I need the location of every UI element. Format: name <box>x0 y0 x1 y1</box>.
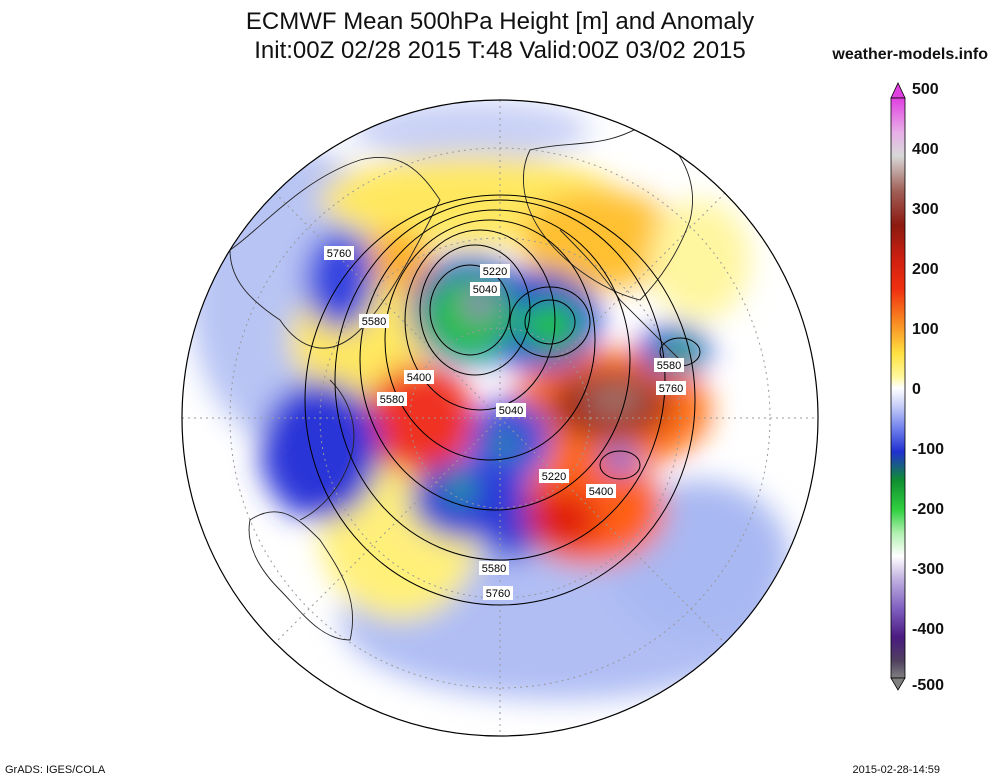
colorbar-ticks: 500 400 300 200 100 0 -100 -200 -300 -40… <box>912 81 944 694</box>
contour-label: 5580 <box>377 392 407 406</box>
svg-text:5760: 5760 <box>327 248 351 260</box>
brand-label: weather-models.info <box>832 46 988 63</box>
colorbar-tick: 500 <box>912 81 939 98</box>
contour-label: 5400 <box>586 484 616 498</box>
contour-labels: 5760 5580 5220 5040 5400 5580 5040 5580 … <box>324 246 686 600</box>
colorbar-tick: 400 <box>912 141 939 158</box>
footer-timestamp: 2015-02-28-14:59 <box>852 764 940 776</box>
colorbar-tick: -400 <box>912 621 944 638</box>
colorbar-bottom-arrow <box>890 677 906 691</box>
contour-label: 5400 <box>404 370 434 384</box>
contour-label: 5220 <box>480 264 510 278</box>
colorbar-tick: -100 <box>912 441 944 458</box>
contour-label: 5580 <box>479 561 509 575</box>
svg-text:5400: 5400 <box>589 486 613 498</box>
svg-text:5040: 5040 <box>499 405 523 417</box>
footer-credit: GrADS: IGES/COLA <box>5 764 106 776</box>
colorbar-tick: 0 <box>912 381 921 398</box>
polar-map: 5760 5580 5220 5040 5400 5580 5040 5580 … <box>181 99 819 737</box>
map-boundary <box>181 99 819 737</box>
svg-text:5580: 5580 <box>362 316 386 328</box>
contour-label: 5760 <box>656 381 686 395</box>
colorbar-strip <box>890 97 906 679</box>
colorbar-top-arrow <box>890 82 906 99</box>
svg-text:5220: 5220 <box>483 266 507 278</box>
map-title-line2: Init:00Z 02/28 2015 T:48 Valid:00Z 03/02… <box>254 37 746 64</box>
colorbar-tick: -300 <box>912 561 944 578</box>
svg-text:5400: 5400 <box>407 372 431 384</box>
svg-text:5580: 5580 <box>380 394 404 406</box>
svg-text:5760: 5760 <box>659 383 683 395</box>
svg-text:5760: 5760 <box>486 588 510 600</box>
colorbar-legend: 500 400 300 200 100 0 -100 -200 -300 -40… <box>890 81 944 694</box>
svg-text:5040: 5040 <box>473 284 497 296</box>
colorbar-tick: 200 <box>912 261 939 278</box>
contour-label: 5220 <box>539 469 569 483</box>
svg-text:5580: 5580 <box>657 360 681 372</box>
colorbar-tick: -200 <box>912 501 944 518</box>
svg-text:5580: 5580 <box>482 563 506 575</box>
colorbar-tick: 100 <box>912 321 939 338</box>
contour-label: 5040 <box>470 282 500 296</box>
contour-label: 5760 <box>324 246 354 260</box>
contour-label: 5580 <box>359 314 389 328</box>
svg-text:5220: 5220 <box>542 471 566 483</box>
contour-label: 5580 <box>654 358 684 372</box>
colorbar-tick: -500 <box>912 677 944 694</box>
contour-label: 5040 <box>496 403 526 417</box>
contour-label: 5760 <box>483 586 513 600</box>
map-title-line1: ECMWF Mean 500hPa Height [m] and Anomaly <box>245 8 755 35</box>
colorbar-tick: 300 <box>912 201 939 218</box>
